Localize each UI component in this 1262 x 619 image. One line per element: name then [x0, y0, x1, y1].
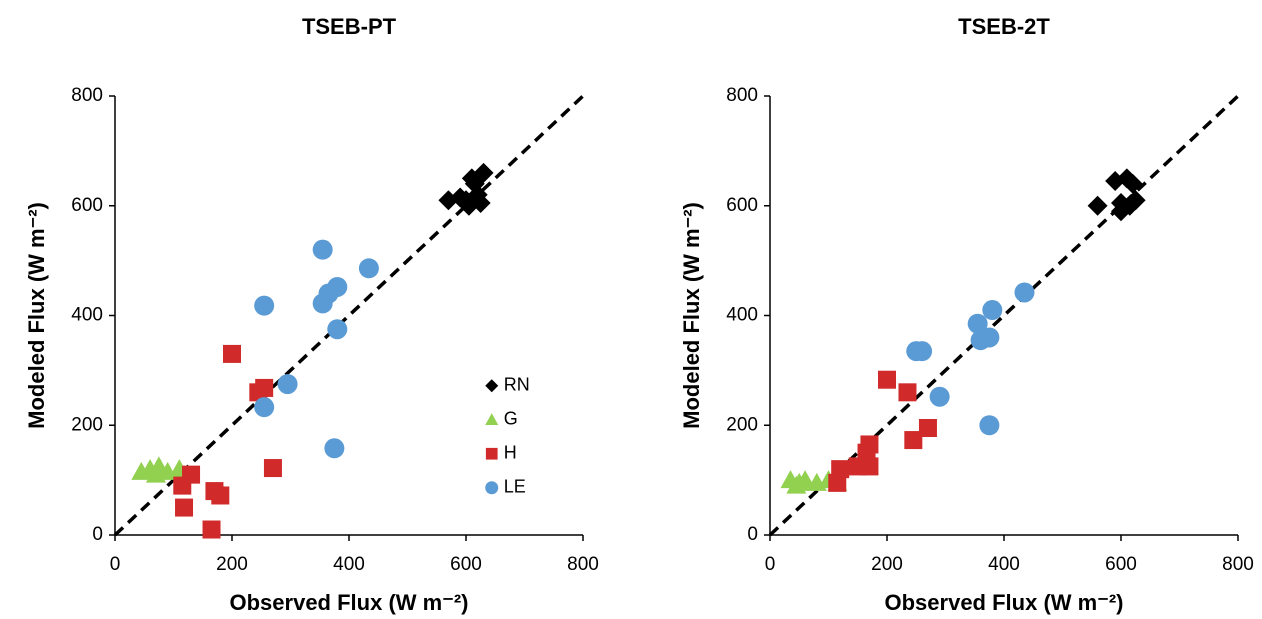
circle-point	[312, 293, 333, 314]
triangle-point	[786, 475, 807, 494]
x-tick-label: 800	[1222, 554, 1254, 575]
y-tick-label: 0	[747, 524, 758, 545]
x-tick-label: 400	[988, 554, 1020, 575]
legend-swatch	[485, 447, 498, 460]
legend-label: RN	[504, 374, 530, 394]
chart-title: TSEB-2T	[958, 14, 1050, 39]
y-axis-label: Modeled Flux (W m⁻²)	[24, 202, 49, 429]
y-tick-label: 200	[71, 414, 103, 435]
circle-point	[312, 239, 333, 260]
x-tick-label: 0	[110, 554, 121, 575]
legend-label: G	[504, 408, 518, 428]
x-tick-label: 200	[871, 554, 903, 575]
circle-point	[929, 386, 950, 407]
diamond-point	[1105, 171, 1126, 192]
square-point	[223, 344, 241, 363]
legend-swatch	[485, 379, 499, 393]
y-tick-label: 400	[726, 305, 758, 326]
diamond-point	[1119, 195, 1140, 216]
y-tick-label: 400	[71, 305, 103, 326]
x-tick-label: 600	[1105, 554, 1137, 575]
legend-label: H	[504, 442, 517, 462]
legend-label: LE	[504, 476, 526, 496]
circle-point	[979, 415, 1000, 436]
x-tick-label: 800	[567, 554, 599, 575]
circle-point	[1014, 282, 1035, 303]
circle-point	[967, 313, 988, 334]
y-tick-label: 800	[71, 85, 103, 106]
square-point	[878, 370, 896, 389]
x-tick-label: 600	[450, 554, 482, 575]
y-tick-label: 600	[71, 195, 103, 216]
legend-swatch	[485, 413, 499, 425]
y-tick-label: 200	[726, 414, 758, 435]
circle-point	[324, 438, 345, 459]
square-point	[263, 459, 282, 478]
circle-point	[277, 374, 298, 395]
x-axis-label: Observed Flux (W m⁻²)	[885, 590, 1124, 615]
square-point	[831, 460, 850, 479]
circle-point	[979, 327, 1000, 348]
y-tick-label: 600	[726, 195, 758, 216]
legend-swatch	[485, 481, 499, 495]
square-point	[904, 431, 923, 450]
circle-point	[358, 258, 379, 279]
circle-point	[254, 397, 275, 418]
circle-point	[982, 300, 1003, 321]
y-tick-label: 0	[92, 524, 103, 545]
diamond-point	[470, 193, 491, 214]
square-point	[175, 498, 194, 517]
x-tick-label: 400	[333, 554, 365, 575]
square-point	[848, 457, 867, 476]
diamond-point	[464, 173, 485, 194]
square-point	[828, 473, 847, 492]
x-axis-label: Observed Flux (W m⁻²)	[230, 590, 469, 615]
y-tick-label: 800	[726, 85, 758, 106]
square-point	[898, 383, 917, 402]
circle-point	[254, 295, 275, 316]
square-point	[255, 378, 274, 397]
circle-point	[327, 319, 348, 340]
triangle-point	[145, 464, 166, 483]
y-axis-label: Modeled Flux (W m⁻²)	[679, 202, 704, 429]
diamond-point	[1122, 173, 1143, 194]
square-point	[202, 520, 221, 539]
square-point	[211, 486, 230, 505]
chart-title: TSEB-PT	[302, 14, 397, 39]
square-point	[173, 476, 192, 495]
circle-point	[912, 341, 933, 362]
x-tick-label: 0	[765, 554, 776, 575]
square-point	[857, 443, 876, 462]
square-point	[918, 418, 937, 437]
diamond-point	[1087, 195, 1108, 216]
diamond-point	[438, 190, 459, 211]
x-tick-label: 200	[216, 554, 248, 575]
